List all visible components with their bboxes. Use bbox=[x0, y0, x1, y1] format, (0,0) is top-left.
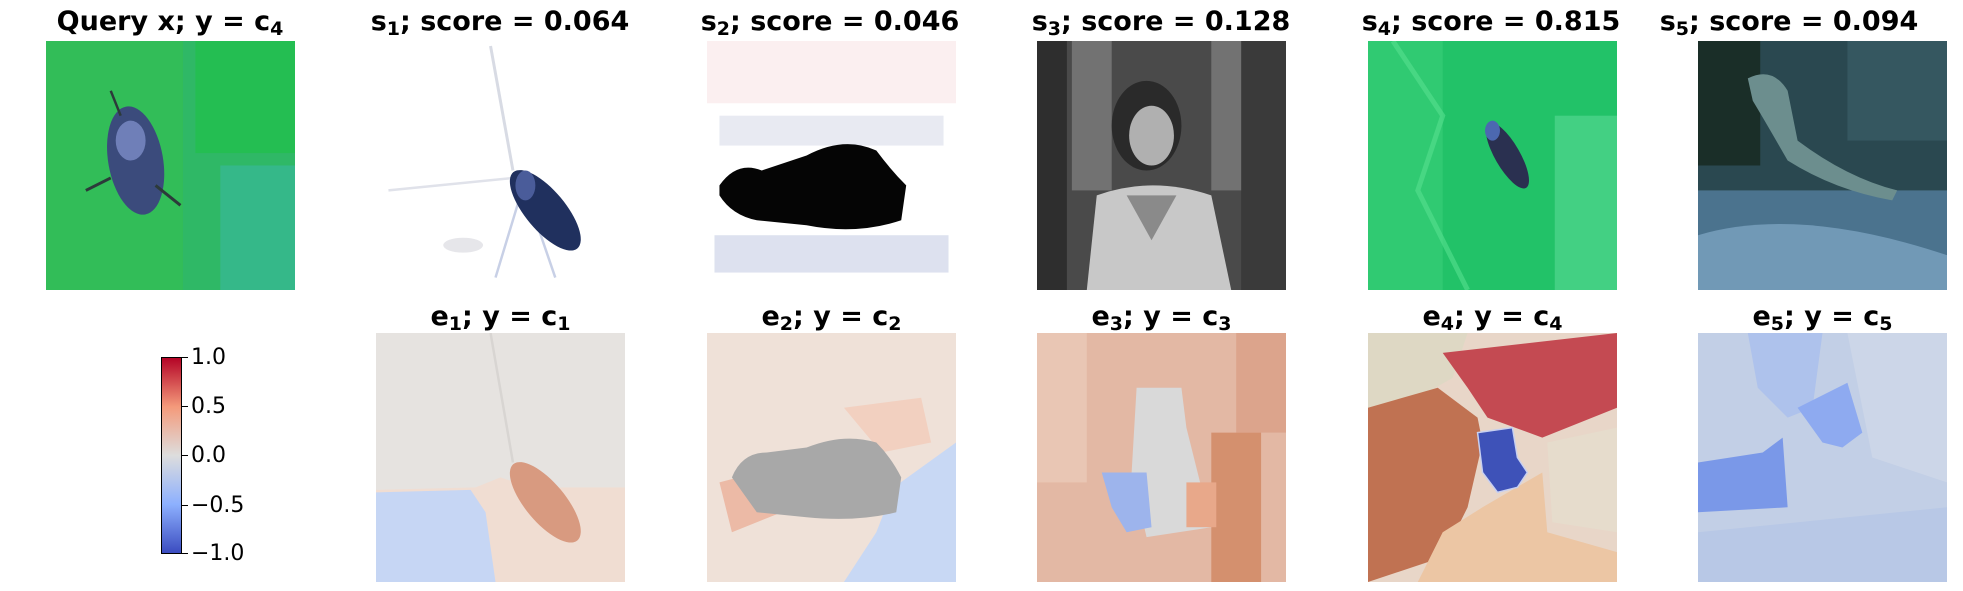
explanation-2-heatmap bbox=[707, 333, 956, 582]
explanation-5-title: e5; y = c5 bbox=[1752, 301, 1893, 335]
colorbar-tick-label: 0.0 bbox=[191, 443, 226, 468]
sample-3-title: s3; score = 0.128 bbox=[1031, 6, 1291, 40]
sample-3-image bbox=[1037, 41, 1286, 290]
explanation-2-title: e2; y = c2 bbox=[761, 301, 902, 335]
sample-1-title: s1; score = 0.064 bbox=[370, 6, 630, 40]
explanation-3-heatmap bbox=[1037, 333, 1286, 582]
explanation-1-heatmap bbox=[376, 333, 625, 582]
sample-2-image bbox=[707, 41, 956, 290]
explanation-3-title: e3; y = c3 bbox=[1091, 301, 1232, 335]
colorbar-tick-label: −0.5 bbox=[191, 493, 245, 518]
sample-5-image bbox=[1698, 41, 1947, 290]
colorbar-tick bbox=[182, 505, 188, 506]
sample-2-title: s2; score = 0.046 bbox=[700, 6, 960, 40]
sample-1-image bbox=[376, 41, 625, 290]
colorbar-tick-label: 1.0 bbox=[191, 345, 226, 370]
colorbar-tick bbox=[182, 553, 188, 554]
colorbar-tick bbox=[182, 455, 188, 456]
colorbar bbox=[161, 357, 182, 554]
colorbar-tick-label: 0.5 bbox=[191, 394, 226, 419]
colorbar-tick-label: −1.0 bbox=[191, 541, 245, 566]
sample-4-image bbox=[1368, 41, 1617, 290]
sample-5-title: s5; score = 0.094 bbox=[1659, 6, 1919, 40]
colorbar-tick bbox=[182, 406, 188, 407]
explanation-5-heatmap bbox=[1698, 333, 1947, 582]
sample-4-title: s4; score = 0.815 bbox=[1361, 6, 1621, 40]
explanation-4-heatmap bbox=[1368, 333, 1617, 582]
query-title: Query x; y = c4 bbox=[56, 6, 284, 40]
colorbar-tick bbox=[182, 357, 188, 358]
query-image bbox=[46, 41, 295, 290]
explanation-4-title: e4; y = c4 bbox=[1422, 301, 1563, 335]
explanation-1-title: e1; y = c1 bbox=[430, 301, 571, 335]
